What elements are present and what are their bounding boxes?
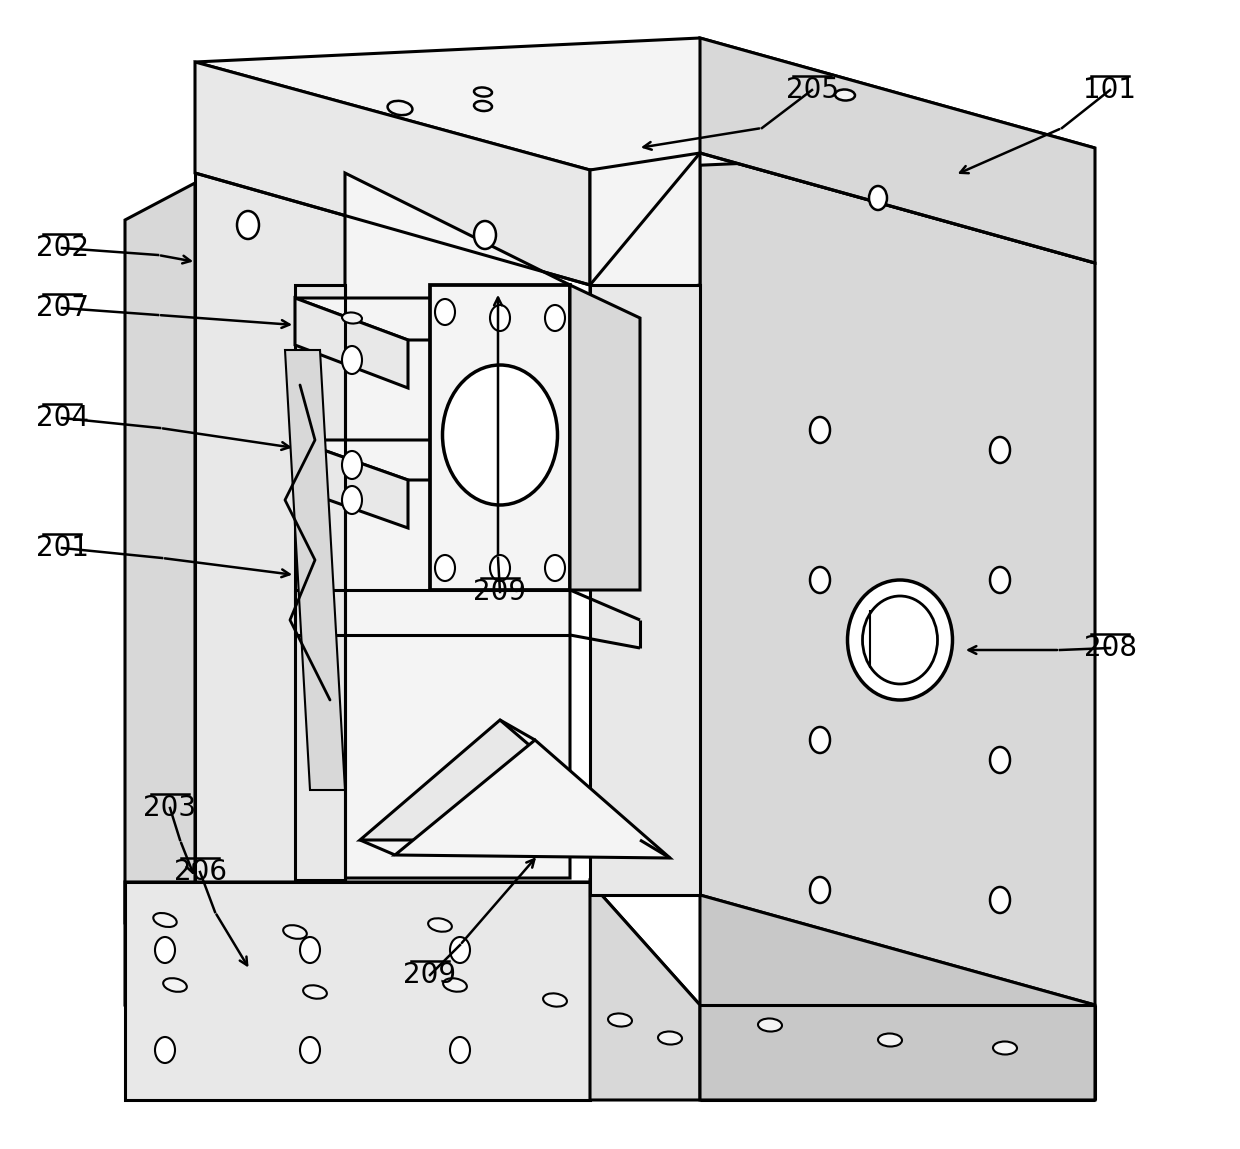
Text: 204: 204 bbox=[36, 404, 88, 432]
Polygon shape bbox=[295, 440, 408, 529]
Ellipse shape bbox=[490, 555, 510, 581]
Text: 209: 209 bbox=[403, 961, 456, 989]
Polygon shape bbox=[345, 173, 570, 878]
Ellipse shape bbox=[658, 1032, 682, 1044]
Ellipse shape bbox=[810, 727, 830, 753]
Ellipse shape bbox=[608, 1013, 632, 1026]
Ellipse shape bbox=[460, 452, 480, 479]
Ellipse shape bbox=[342, 313, 362, 324]
Ellipse shape bbox=[543, 994, 567, 1007]
Text: 209: 209 bbox=[474, 578, 527, 606]
Ellipse shape bbox=[155, 1038, 175, 1063]
Polygon shape bbox=[590, 285, 701, 895]
Polygon shape bbox=[125, 183, 195, 921]
Ellipse shape bbox=[490, 304, 510, 331]
Ellipse shape bbox=[443, 978, 467, 992]
Ellipse shape bbox=[164, 978, 187, 992]
Text: 207: 207 bbox=[36, 294, 88, 322]
Polygon shape bbox=[295, 298, 570, 340]
Text: 202: 202 bbox=[36, 234, 88, 262]
Polygon shape bbox=[195, 62, 590, 285]
Text: 201: 201 bbox=[36, 534, 88, 562]
Ellipse shape bbox=[155, 936, 175, 963]
Polygon shape bbox=[295, 285, 345, 880]
Polygon shape bbox=[195, 173, 345, 885]
Polygon shape bbox=[570, 285, 640, 589]
Polygon shape bbox=[590, 153, 701, 302]
Text: 205: 205 bbox=[785, 76, 838, 105]
Ellipse shape bbox=[758, 1018, 782, 1032]
Polygon shape bbox=[701, 153, 1095, 1005]
Ellipse shape bbox=[878, 1033, 901, 1047]
Ellipse shape bbox=[450, 936, 470, 963]
Ellipse shape bbox=[993, 1041, 1017, 1055]
Text: 206: 206 bbox=[174, 858, 227, 886]
Ellipse shape bbox=[460, 486, 480, 514]
Ellipse shape bbox=[990, 747, 1011, 773]
Polygon shape bbox=[125, 882, 701, 1005]
Text: 203: 203 bbox=[144, 794, 197, 822]
Ellipse shape bbox=[990, 887, 1011, 913]
Polygon shape bbox=[360, 720, 640, 840]
Ellipse shape bbox=[810, 877, 830, 903]
Polygon shape bbox=[195, 38, 1095, 170]
Ellipse shape bbox=[303, 986, 327, 998]
Ellipse shape bbox=[474, 87, 492, 97]
Ellipse shape bbox=[443, 365, 558, 506]
Ellipse shape bbox=[450, 1038, 470, 1063]
Polygon shape bbox=[295, 298, 408, 388]
Polygon shape bbox=[455, 440, 570, 529]
Polygon shape bbox=[430, 285, 570, 589]
Ellipse shape bbox=[990, 566, 1011, 593]
Ellipse shape bbox=[300, 936, 320, 963]
Ellipse shape bbox=[847, 580, 952, 700]
Text: 208: 208 bbox=[1084, 634, 1137, 662]
Polygon shape bbox=[125, 882, 590, 1100]
Ellipse shape bbox=[435, 299, 455, 325]
Ellipse shape bbox=[154, 913, 177, 927]
Ellipse shape bbox=[835, 90, 856, 100]
Ellipse shape bbox=[546, 304, 565, 331]
Polygon shape bbox=[295, 440, 570, 480]
Ellipse shape bbox=[342, 486, 362, 514]
Ellipse shape bbox=[428, 918, 451, 932]
Ellipse shape bbox=[460, 346, 480, 375]
Polygon shape bbox=[455, 298, 570, 388]
Ellipse shape bbox=[342, 346, 362, 375]
Polygon shape bbox=[701, 895, 1095, 1100]
Ellipse shape bbox=[810, 417, 830, 444]
Ellipse shape bbox=[990, 437, 1011, 463]
Ellipse shape bbox=[546, 555, 565, 581]
Ellipse shape bbox=[283, 925, 306, 939]
Ellipse shape bbox=[474, 221, 496, 249]
Polygon shape bbox=[396, 740, 670, 858]
Polygon shape bbox=[285, 350, 345, 791]
Ellipse shape bbox=[237, 211, 259, 239]
Polygon shape bbox=[590, 882, 701, 1100]
Ellipse shape bbox=[474, 101, 492, 111]
Ellipse shape bbox=[300, 1038, 320, 1063]
Polygon shape bbox=[701, 38, 1095, 263]
Ellipse shape bbox=[810, 566, 830, 593]
Ellipse shape bbox=[388, 101, 413, 115]
Ellipse shape bbox=[869, 186, 887, 210]
Text: 101: 101 bbox=[1084, 76, 1137, 105]
Ellipse shape bbox=[435, 555, 455, 581]
Ellipse shape bbox=[342, 452, 362, 479]
